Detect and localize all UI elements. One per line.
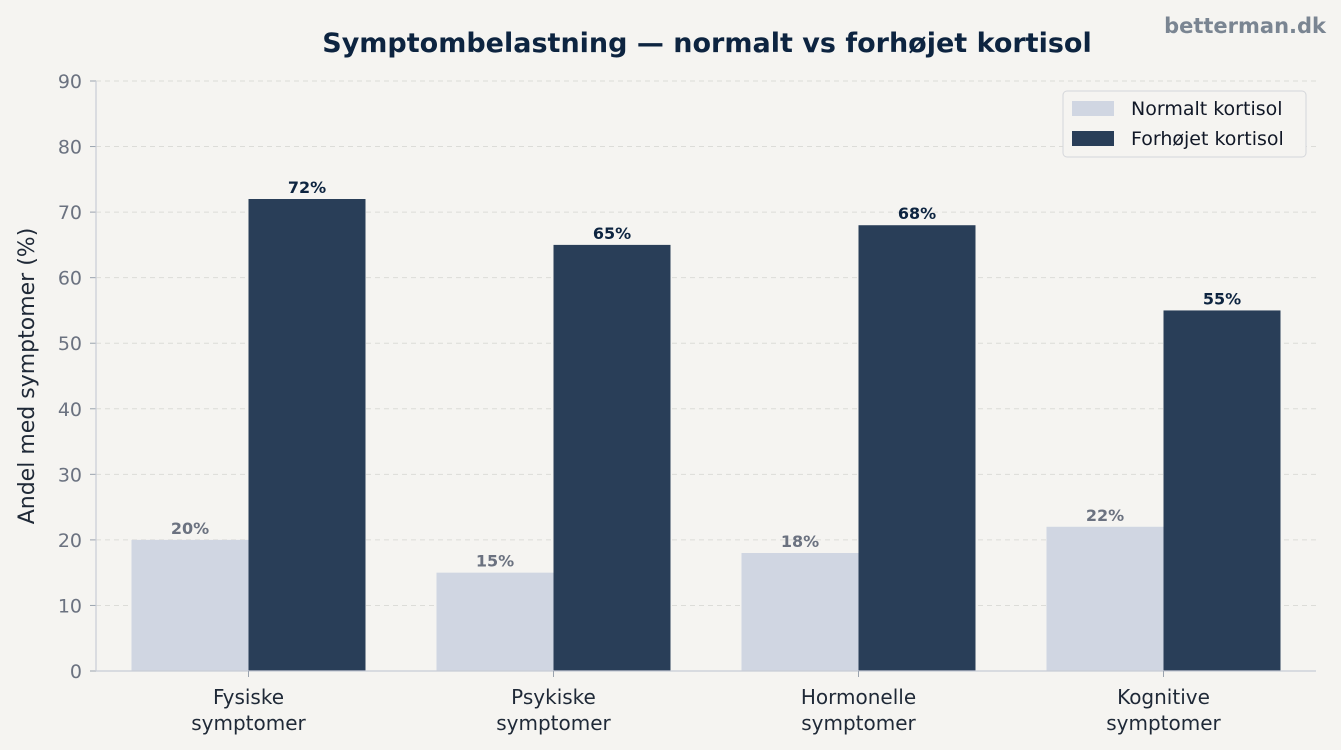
y-tick-label: 0 [70, 661, 82, 683]
bar [858, 225, 976, 671]
bar [436, 572, 554, 671]
data-label: 68% [898, 204, 936, 223]
y-tick-label: 20 [58, 530, 82, 552]
bar [741, 553, 859, 671]
legend-swatch [1072, 101, 1114, 116]
y-tick-label: 40 [58, 399, 82, 421]
legend-label: Normalt kortisol [1131, 98, 1283, 120]
bar [1163, 310, 1281, 671]
x-tick-label: symptomer [1106, 711, 1221, 735]
bar [248, 199, 366, 671]
chart-title: Symptombelastning — normalt vs forhøjet … [322, 28, 1091, 59]
x-tick-label: symptomer [801, 711, 916, 735]
y-tick-label: 60 [58, 268, 82, 290]
legend: Normalt kortisol Forhøjet kortisol [1062, 90, 1307, 158]
data-label: 22% [1086, 506, 1124, 525]
bars: 20% 72% 15% 65% 18% 68% 22% 55% [131, 178, 1281, 671]
legend-label: Forhøjet kortisol [1131, 128, 1284, 150]
x-tick-label: Psykiske [511, 685, 596, 709]
axes: 0102030405060708090FysiskesymptomerPsyki… [58, 71, 1316, 735]
data-label: 65% [593, 224, 631, 243]
x-tick-label: Kognitive [1117, 685, 1210, 709]
y-axis-label: Andel med symptomer (%) [15, 228, 40, 525]
y-tick-label: 30 [58, 464, 82, 486]
data-label: 18% [781, 532, 819, 551]
bar [553, 244, 671, 671]
legend-box [1062, 90, 1307, 158]
x-tick-label: Fysiske [213, 685, 284, 709]
y-tick-label: 70 [58, 202, 82, 224]
bar [1046, 526, 1164, 671]
data-label: 72% [288, 178, 326, 197]
x-tick-label: Hormonelle [801, 685, 916, 709]
y-tick-label: 10 [58, 595, 82, 617]
y-tick-label: 90 [58, 71, 82, 93]
data-label: 20% [171, 519, 209, 538]
data-label: 15% [476, 552, 514, 571]
y-tick-label: 50 [58, 333, 82, 355]
watermark: betterman.dk [1164, 14, 1327, 38]
x-tick-label: symptomer [191, 711, 306, 735]
x-tick-label: symptomer [496, 711, 611, 735]
legend-swatch [1072, 131, 1114, 146]
data-label: 55% [1203, 289, 1241, 308]
bar [131, 539, 249, 671]
y-tick-label: 80 [58, 137, 82, 159]
